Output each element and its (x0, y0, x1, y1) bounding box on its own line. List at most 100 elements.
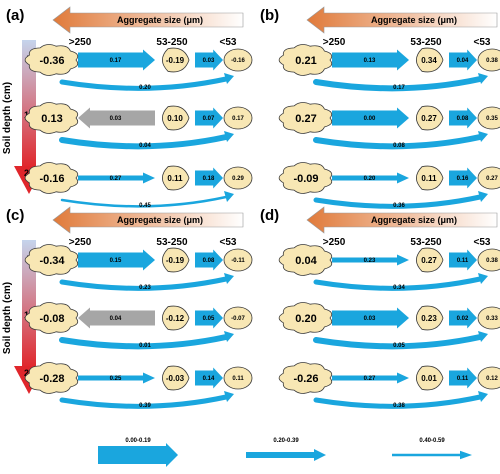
flux-arrow-mid-to-small (195, 107, 223, 129)
depth-bar (22, 40, 36, 168)
size-axis-arrow (306, 206, 498, 234)
flux-row: 0.13 0.10 0.17 0.03 0.07 0.04 (24, 102, 253, 150)
size-label: >250 (323, 37, 346, 48)
microaggregate-value: -0.19 (166, 56, 185, 65)
flux-arrow-mid-to-small (449, 249, 477, 271)
macroaggregate-value: -0.28 (39, 373, 64, 385)
microaggregate-value: 0.01 (421, 374, 437, 383)
flux-arrow-large-to-small (313, 276, 483, 291)
flux-arrow-large-to-small-head (224, 391, 234, 402)
silt-clay-blob (223, 248, 253, 272)
flux-value-mid-to-small: 0.11 (457, 258, 469, 264)
flux-arrow-large-to-mid (332, 307, 409, 329)
macroaggregate-value: -0.08 (39, 313, 64, 325)
flux-arrow-large-to-mid (78, 107, 155, 129)
flux-value-large-to-mid: 0.04 (110, 316, 122, 322)
microaggregate-value: -0.19 (166, 256, 185, 265)
flux-value-large-to-small: 0.34 (393, 285, 405, 291)
microaggregate-blob (416, 47, 444, 73)
flux-value-large-to-small: 0.20 (139, 85, 151, 91)
macroaggregate-value: -0.34 (39, 255, 65, 267)
flux-arrow-large-to-small (313, 194, 483, 209)
size-label: 53-250 (410, 237, 442, 248)
flux-value-large-to-small: 0.01 (139, 343, 151, 349)
macroaggregate-value: 0.13 (41, 113, 62, 125)
flux-arrow-large-to-small (313, 134, 483, 150)
flux-value-mid-to-small: 0.16 (457, 176, 469, 182)
macroaggregate-value: 0.27 (295, 113, 316, 125)
legend-label: 0.40-0.59 (419, 438, 445, 444)
flux-value-large-to-mid: 0.27 (110, 176, 122, 182)
flux-arrow-large-to-small (60, 195, 228, 208)
flux-value-mid-to-small: 0.07 (203, 116, 215, 122)
flux-arrow-large-to-small (313, 334, 483, 350)
size-label: <53 (220, 237, 237, 248)
flux-arrow-mid-to-small (449, 49, 477, 71)
macroaggregate-blob (278, 244, 333, 276)
size-label: >250 (323, 237, 346, 248)
size-axis-arrow (52, 206, 244, 234)
size-label: 53-250 (410, 37, 442, 48)
flux-arrow-mid-to-small (195, 307, 223, 329)
flux-arrow-mid-to-small (195, 367, 223, 389)
microaggregate-blob (162, 247, 190, 273)
flux-arrow-mid-to-small (449, 307, 477, 329)
silt-clay-value: 0.38 (486, 258, 498, 264)
flux-value-large-to-mid: 0.03 (110, 116, 122, 122)
silt-clay-value: -0.07 (231, 316, 245, 322)
silt-clay-value: 0.27 (486, 176, 498, 182)
microaggregate-value: 0.27 (421, 256, 437, 265)
macroaggregate-blob (278, 102, 333, 134)
flux-arrow-large-to-small (313, 76, 483, 92)
microaggregate-blob (162, 305, 190, 331)
macroaggregate-value: 0.21 (295, 55, 316, 67)
flux-value-large-to-small: 0.04 (139, 143, 151, 149)
flux-arrow-large-to-small-head (224, 191, 234, 202)
flux-arrow-large-to-mid (78, 49, 155, 71)
panel-letter: (a) (6, 7, 24, 24)
panel-0: (a)Aggregate size (μm)>25053-250<5351525… (2, 6, 253, 209)
depth-label: Soil depth (cm) (2, 82, 13, 154)
flux-arrow-large-to-mid (78, 172, 155, 184)
flux-arrow-large-to-mid (332, 372, 409, 384)
microaggregate-value: -0.03 (166, 374, 185, 383)
flux-value-large-to-small: 0.17 (393, 85, 405, 91)
panel-letter: (b) (260, 7, 279, 24)
size-label: <53 (474, 237, 491, 248)
microaggregate-blob (416, 105, 444, 131)
flux-arrow-large-to-small (59, 394, 229, 409)
silt-clay-blob (223, 106, 253, 130)
panel-letter: (d) (260, 207, 279, 224)
flux-value-large-to-mid: 0.03 (364, 316, 376, 322)
silt-clay-blob (477, 366, 500, 390)
depth-bar (22, 240, 36, 368)
microaggregate-value: 0.34 (421, 56, 437, 65)
flux-row: -0.16 0.11 0.29 0.27 0.18 0.45 (24, 162, 253, 209)
flux-row: -0.36 -0.19 -0.16 0.17 0.03 0.20 (24, 44, 253, 91)
flux-row: 0.20 0.23 0.33 0.03 0.02 0.05 (278, 302, 500, 350)
flux-value-mid-to-small: 0.04 (457, 58, 469, 64)
microaggregate-blob (416, 305, 444, 331)
microaggregate-value: -0.12 (166, 314, 185, 323)
size-label: >250 (69, 37, 92, 48)
flux-value-large-to-mid: 0.13 (364, 58, 376, 64)
silt-clay-blob (477, 248, 500, 272)
silt-clay-blob (477, 306, 500, 330)
flux-arrow-large-to-small-head (478, 273, 488, 284)
silt-clay-blob (477, 48, 500, 72)
flux-arrow-large-to-small (313, 394, 483, 409)
flux-arrow-large-to-small-head (478, 391, 488, 402)
flux-arrow-large-to-small (59, 134, 229, 150)
silt-clay-blob (477, 106, 500, 130)
silt-clay-value: 0.35 (486, 116, 498, 122)
legend-arrow-thin (392, 450, 472, 460)
panel-letter: (c) (6, 207, 24, 224)
flux-arrow-large-to-mid (332, 107, 409, 129)
flux-arrow-large-to-small-head (478, 331, 488, 342)
flux-row: 0.21 0.34 0.38 0.13 0.04 0.17 (278, 44, 500, 92)
size-axis-label: Aggregate size (μm) (117, 15, 203, 25)
flux-arrow-large-to-small-head (478, 73, 488, 84)
size-label: <53 (474, 37, 491, 48)
macroaggregate-blob (24, 362, 79, 394)
macroaggregate-blob (24, 102, 79, 134)
